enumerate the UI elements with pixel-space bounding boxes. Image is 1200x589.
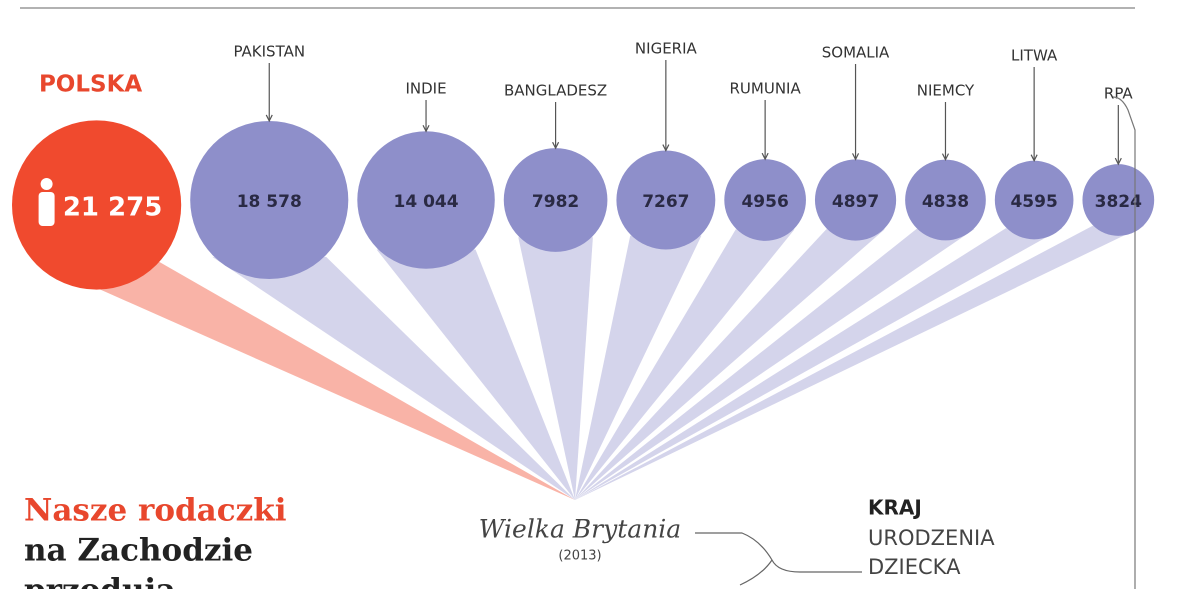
value-label: 3824 bbox=[1095, 192, 1142, 212]
pointer-head bbox=[422, 124, 430, 133]
value-label: 4838 bbox=[922, 192, 969, 212]
fan bbox=[575, 235, 702, 500]
fan bbox=[575, 229, 795, 500]
side-bracket bbox=[1112, 96, 1136, 589]
origin-year: (2013) bbox=[558, 549, 601, 564]
category-label: RPA bbox=[1104, 85, 1134, 103]
value-label: 4897 bbox=[832, 192, 879, 212]
pointer-head bbox=[941, 153, 950, 161]
pointer-head bbox=[761, 152, 769, 161]
value-label: 14 044 bbox=[394, 192, 459, 212]
fan bbox=[575, 228, 1063, 500]
fan bbox=[518, 237, 593, 500]
title-line: przodują bbox=[24, 573, 176, 589]
category-label: POLSKA bbox=[39, 72, 142, 98]
fans bbox=[35, 225, 1145, 500]
origin-label: Wielka Brytania bbox=[479, 515, 681, 544]
fan bbox=[575, 225, 1145, 500]
pointer-head bbox=[1114, 157, 1122, 166]
category-label: SOMALIA bbox=[822, 44, 890, 62]
bubble bbox=[724, 159, 806, 241]
bubbles: 21 275 POLSKA 18 578 PAKISTAN 14 044 INDIE 798… bbox=[12, 40, 1155, 290]
value-label: 7982 bbox=[532, 192, 579, 212]
pointer-head bbox=[852, 153, 860, 161]
category-label: BANGLADESZ bbox=[504, 82, 607, 100]
pointer-head bbox=[552, 141, 560, 150]
person-icon-body bbox=[38, 192, 55, 226]
bubble bbox=[994, 160, 1074, 240]
fan bbox=[212, 256, 576, 500]
value-label: 4956 bbox=[741, 192, 788, 212]
pointer-head bbox=[265, 114, 273, 123]
category-label: RUMUNIA bbox=[730, 80, 802, 98]
bubble bbox=[616, 150, 716, 250]
pointer-head bbox=[1030, 154, 1038, 163]
value-label: 7267 bbox=[642, 192, 689, 212]
category-label: LITWA bbox=[1011, 47, 1058, 65]
value-label: 21 275 bbox=[63, 193, 163, 223]
bubble bbox=[814, 159, 897, 241]
bubble bbox=[357, 131, 495, 269]
bubble bbox=[1082, 164, 1155, 236]
category-label: NIGERIA bbox=[635, 40, 698, 58]
fan bbox=[575, 229, 975, 500]
legend-line: DZIECKA bbox=[868, 555, 961, 579]
person-icon-head bbox=[40, 178, 53, 190]
title-line: na Zachodzie bbox=[24, 533, 253, 569]
title-line: Nasze rodaczki bbox=[24, 493, 287, 529]
bubble bbox=[190, 120, 349, 280]
bubble bbox=[12, 120, 182, 290]
bubble bbox=[905, 159, 986, 241]
fan bbox=[35, 260, 576, 500]
value-label: 18 578 bbox=[237, 192, 302, 212]
origin-bracket bbox=[695, 532, 862, 586]
category-label: NIEMCY bbox=[917, 82, 975, 100]
bubble bbox=[503, 148, 608, 252]
fan bbox=[376, 249, 575, 500]
category-label: PAKISTAN bbox=[233, 43, 305, 61]
pointer-head bbox=[662, 144, 670, 152]
legend-line: KRAJ bbox=[868, 496, 922, 520]
legend-line: URODZENIA bbox=[868, 526, 995, 550]
category-label: INDIE bbox=[405, 80, 446, 98]
fan bbox=[575, 229, 885, 500]
value-label: 4595 bbox=[1010, 192, 1057, 212]
